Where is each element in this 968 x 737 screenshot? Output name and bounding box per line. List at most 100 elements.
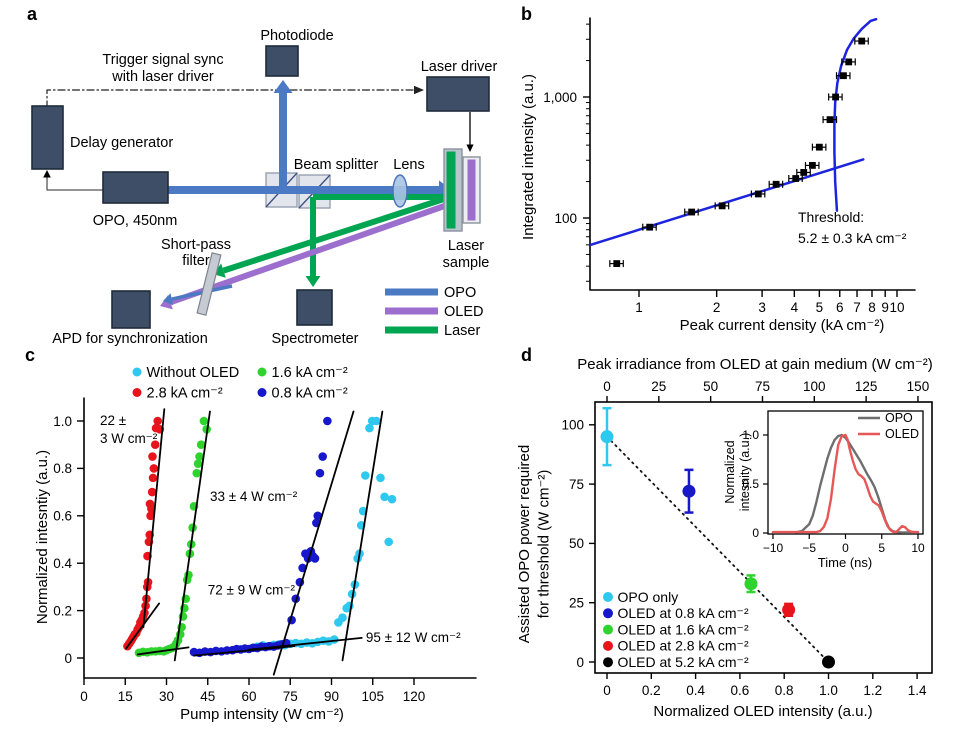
lens-shape [392,174,408,208]
threshold-annotation: 5.2 ± 0.3 kA cm⁻² [798,230,907,246]
data-point [646,223,654,231]
inset-y-tick-label: 1.0 [742,428,759,442]
data-point-cyan [329,635,339,644]
inset-x-tick-label: −10 [763,541,784,555]
delay-generator-label: Delay generator [70,135,173,151]
y-tick-label: 50 [569,536,584,551]
legend-label: OLED at 5.2 kA cm⁻² [618,654,749,670]
x-tick-label: 105 [361,689,384,704]
data-point-red [148,452,157,461]
y-tick-label: 0.2 [53,603,72,618]
apd-label: APD for synchronization [52,331,208,347]
data-point-green [199,416,209,426]
data-point-blue [310,554,320,563]
data-point [754,190,762,198]
legend-swatch-red [132,388,142,397]
laser-sample-label: sample [443,255,490,271]
y-tick-label: 0 [64,651,72,666]
fit-line-spontaneous [589,158,865,247]
data-point [840,72,847,80]
data-point [613,260,621,267]
data-point-cyan [387,494,397,504]
photodiode-label: Photodiode [260,28,333,44]
inset-y-axis-title: Normalized [723,440,737,503]
x-tick-label: 0.6 [731,683,750,698]
y-tick-label: 1.0 [53,414,72,429]
legend-label-opo: OPO [444,285,476,301]
laser-driver-box [426,76,490,112]
y-tick-label: 75 [569,477,584,492]
x-tick-label: 1 [635,300,643,315]
inset-x-axis-title: Time (ns) [818,555,872,570]
data-point-red [153,416,162,426]
x-tick-label: 4 [791,300,799,315]
opo-delay-wire [46,173,104,191]
data-point-blue [682,484,696,498]
legend-label: Without OLED [147,365,240,381]
data-point-red [150,440,160,450]
top-x-tick-label: 0 [603,379,611,394]
opo-beam-to-photodiode-head [273,80,293,93]
short-pass-filter-label: filter [182,253,210,269]
legend-label: OPO only [618,589,679,605]
opo-beam-to-apd-head [163,293,174,305]
data-point [800,169,808,176]
x-tick-label: 30 [159,689,174,704]
fit-line-baseline [248,636,363,651]
top-x-tick-label: 75 [755,379,770,394]
panel-d-label: d [521,345,532,365]
legend-swatch-black [603,657,613,668]
trigger-arrow-head [414,85,424,95]
oled-stripe [467,159,476,221]
laser-sample-label: Laser [448,238,484,254]
legend-label: OLED at 1.6 kA cm⁻² [618,621,749,637]
x-tick-label: 45 [200,689,215,704]
threshold-annotation: Threshold: [798,209,864,225]
threshold-annotation: 33 ± 4 W cm⁻² [210,489,298,504]
laser-beam-to-spectrometer-head [305,276,321,287]
inset-y-axis-title: intesnity (a.u.) [738,433,752,512]
y-tick-label: 1,000 [543,90,577,105]
lens-label: Lens [393,157,424,173]
x-tick-label: 9 [881,300,889,315]
x-axis-title: Pump intensity (W cm⁻²) [180,706,344,723]
y-axis-title: Normalized intesntiy (a.u.) [34,450,51,624]
data-point [858,37,866,45]
data-point-blue [318,452,328,461]
legend-swatch-green [257,367,267,377]
top-x-tick-label: 150 [907,379,930,394]
fit-line-steep [173,410,211,662]
trigger-note-label: with laser driver [111,69,214,85]
apd-box [111,290,151,329]
data-point [826,116,834,124]
data-point-green [195,452,204,461]
data-point-cyan [365,423,374,433]
y-tick-label: 100 [561,418,584,433]
data-point-cyan [361,471,370,480]
x-tick-label: 10 [889,300,904,315]
opo-box [102,171,169,204]
x-tick-label: 0.2 [642,683,661,698]
photodiode-box [265,45,299,77]
x-tick-label: 0.8 [775,683,794,698]
top-x-tick-label: 100 [803,379,826,394]
panel-c-label: c [25,345,36,365]
inset-legend-label: OLED [885,427,919,441]
fit-line-steep [341,410,384,662]
inset-legend-label: OPO [885,411,913,425]
legend-swatch-blue [603,608,613,619]
data-point-cyan [384,537,394,547]
delay-wire-arrow-head [43,170,51,178]
legend-swatch-blue [257,388,267,397]
y-tick-label: 25 [569,596,584,611]
data-point-green [193,459,203,468]
legend-label: OLED at 0.8 kA cm⁻² [618,605,749,621]
top-x-axis-title: Peak irradiance from OLED at gain medium… [577,356,933,373]
data-point-red [146,511,155,521]
data-point-red [148,473,158,483]
data-point [688,208,696,216]
data-point-cyan [376,473,385,483]
trigger-sync-line [46,89,417,109]
